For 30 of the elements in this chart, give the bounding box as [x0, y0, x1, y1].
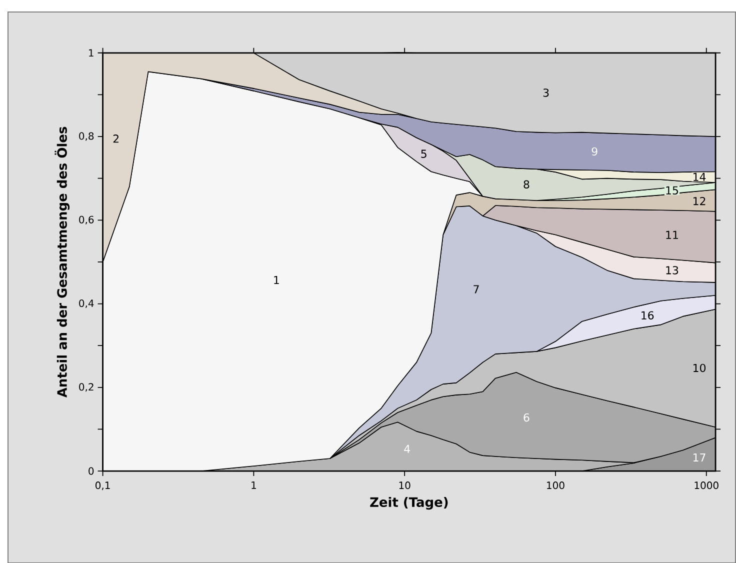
series-label: 2: [113, 134, 118, 143]
y-axis-title: Anteil an der Gesamtmenge des Öles: [54, 126, 70, 398]
series-label: 16: [642, 311, 654, 320]
series-label: 11: [666, 230, 678, 239]
series-label: 5: [421, 150, 426, 158]
y-tick-label: 0,4: [79, 299, 94, 308]
series-label: 13: [666, 266, 678, 274]
x-tick-label: 1000: [694, 481, 718, 489]
y-tick-label: 0: [88, 467, 94, 475]
series-label: 3: [543, 88, 549, 97]
x-axis-title: Zeit (Tage): [370, 496, 448, 510]
series-label: 4: [404, 444, 410, 453]
series-label: 1: [274, 276, 279, 284]
series-label: 6: [524, 413, 530, 422]
series-label: 8: [524, 180, 530, 188]
x-tick-label: 0,1: [96, 481, 110, 490]
series-label: 10: [694, 364, 706, 372]
y-tick-label: 0,2: [79, 382, 94, 392]
series-label: 17: [694, 453, 706, 462]
x-tick-label: 1: [252, 481, 256, 489]
y-tick-label: 1: [89, 49, 94, 56]
x-tick-label: 10: [399, 481, 410, 489]
y-tick-label: 0,8: [79, 132, 94, 141]
series-label: 12: [694, 196, 706, 205]
series-label: 15: [666, 186, 678, 194]
series-label: 9: [592, 147, 598, 156]
y-tick-label: 0,6: [79, 216, 94, 224]
legend-label: 14: [694, 172, 706, 181]
series-label: 7: [474, 285, 479, 294]
x-tick-label: 100: [547, 481, 564, 489]
